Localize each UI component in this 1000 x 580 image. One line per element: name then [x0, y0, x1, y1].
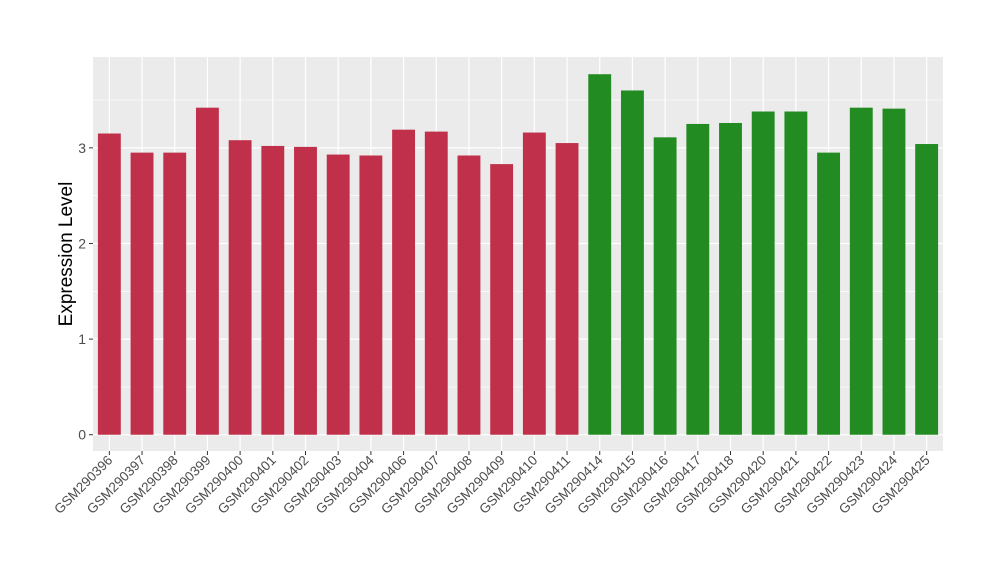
- bar-GSM290418: [719, 122, 742, 435]
- bar-GSM290404: [359, 155, 383, 435]
- bar-GSM290422: [817, 152, 841, 435]
- bar-GSM290402: [294, 146, 317, 435]
- bar-GSM290397: [130, 152, 154, 435]
- bar-GSM290401: [261, 145, 285, 435]
- bar-GSM290407: [424, 131, 448, 435]
- bar-GSM290400: [228, 140, 252, 435]
- bar-GSM290424: [882, 108, 906, 435]
- bar-GSM290410: [522, 132, 546, 435]
- bar-GSM290411: [555, 143, 579, 435]
- bar-GSM290417: [686, 123, 710, 435]
- bar-GSM290406: [392, 129, 416, 435]
- bar-GSM290416: [653, 137, 677, 435]
- bar-GSM290421: [784, 111, 808, 435]
- y-tick-label: 2: [78, 235, 86, 251]
- bar-GSM290398: [163, 152, 187, 435]
- bar-GSM290408: [457, 155, 481, 435]
- bar-GSM290425: [915, 144, 939, 435]
- plot-panel: [93, 57, 943, 451]
- bar-GSM290414: [588, 74, 612, 435]
- y-axis-title: Expression Level: [56, 182, 77, 327]
- bar-GSM290415: [620, 90, 644, 435]
- y-tick-label: 1: [78, 331, 86, 347]
- bar-GSM290420: [751, 111, 775, 435]
- y-tick-label: 0: [78, 427, 86, 443]
- bar-GSM290399: [195, 107, 219, 435]
- bar-GSM290409: [490, 164, 514, 435]
- bar-GSM290396: [97, 133, 121, 435]
- bar-GSM290403: [326, 154, 350, 435]
- bar-GSM290423: [849, 107, 873, 435]
- y-tick-label: 3: [78, 140, 86, 156]
